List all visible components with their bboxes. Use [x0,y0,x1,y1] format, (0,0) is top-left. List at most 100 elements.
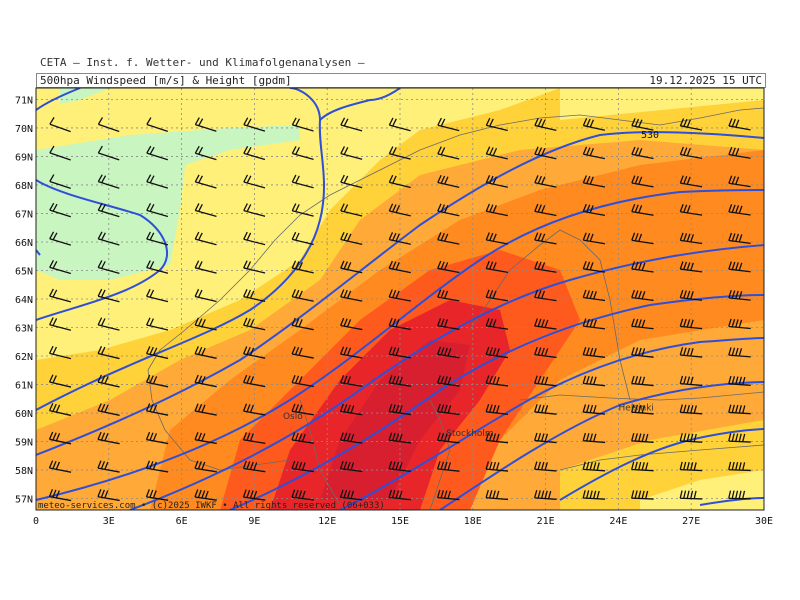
wind-barb [631,175,654,188]
wind-barb [291,403,314,416]
wind-barb [437,117,460,132]
wind-barb [485,260,509,274]
wind-barb [340,117,363,132]
wind-barb [631,289,654,302]
wind-barb [485,346,509,359]
wind-barb [582,490,606,500]
lat-label: 61N [15,381,33,392]
wind-barb [49,145,71,161]
height-contour-1 [36,179,169,321]
wind-barb [340,289,363,302]
wind-barb [194,174,217,189]
wind-barb [49,317,72,331]
lat-label: 69N [15,152,33,163]
wind-barb [437,146,460,160]
lon-label: 27E [682,516,700,527]
wind-barb [242,489,266,501]
south-norway-coast [147,369,291,471]
wind-barb [145,460,169,473]
wind-barb [582,232,606,245]
wind-barb [437,232,460,245]
windspeed-band-light-ne [560,88,764,120]
wind-barb [145,489,169,501]
lat-label: 60N [15,409,33,420]
wind-barb [243,203,266,217]
wind-barb [243,317,266,331]
wind-barb [340,375,363,387]
wind-barb [534,117,557,132]
wind-barb [48,488,72,502]
wind-barb [49,174,71,190]
wind-barb [388,461,412,472]
wind-barb [534,260,557,273]
wind-barb [291,489,314,501]
map-frame [35,87,765,511]
height-contour-8 [339,337,764,510]
lon-label: 30E [755,516,773,527]
wind-barb [388,289,411,302]
wind-barb [679,175,703,188]
wind-barb [194,231,217,246]
wind-barb [437,289,460,302]
lon-label: 12E [318,516,336,527]
wind-barb [582,175,606,188]
wind-barb [631,432,654,443]
height-contour-2 [36,249,41,256]
wind-barb [436,432,460,444]
wind-barb [48,374,72,388]
wind-barb [146,260,169,274]
wind-barb [194,117,217,132]
wind-barb [339,460,363,473]
wind-barb [534,461,557,472]
lat-label: 70N [15,124,33,135]
wind-barb [388,375,411,387]
wind-barb [485,318,509,330]
wind-barb [485,432,509,444]
wind-barb [534,404,557,415]
wind-barb [49,117,71,133]
wind-barb [194,460,217,473]
wind-barb [533,489,557,500]
longitude-labels: 0 3E 6E 9E 12E 15E 18E 21E 24E 27E 30E [33,516,773,527]
wind-barb [97,174,120,189]
lat-label: 66N [15,238,33,249]
lon-label: 18E [464,516,482,527]
wind-barb [48,460,72,473]
wind-barb [582,261,606,273]
wind-barb [243,117,266,132]
wind-barb [728,433,751,443]
wind-barb [728,290,751,301]
wind-barb [436,489,460,501]
wind-barb [582,346,606,358]
wind-barb [534,318,557,330]
wind-barb [485,375,509,387]
wind-barb [97,431,120,445]
wind-barb [291,346,314,359]
wind-barb [146,231,169,246]
wind-barb [485,175,508,188]
wind-barb [97,403,120,416]
wind-barb [340,231,363,246]
height-contour-11 [699,497,764,506]
wind-barb [679,347,703,358]
wind-barb [437,174,460,189]
height-contour-7 [229,294,764,510]
wind-barb [631,203,654,216]
valid-time: 19.12.2025 15 UTC [649,74,762,87]
wind-barb [194,203,217,218]
wind-barb [243,174,266,189]
wind-barb [582,461,606,472]
height-contour-10 [559,428,764,501]
wind-barb [388,174,411,189]
wind-barb [291,174,314,189]
wind-barb [388,117,411,132]
wind-barb [242,460,266,473]
wind-barb [728,232,751,245]
wind-barb [291,117,314,132]
wind-barb [388,146,411,160]
lat-label: 65N [15,266,33,277]
wind-barb [679,289,703,301]
wind-barb [728,490,751,500]
wind-barb [485,146,508,160]
